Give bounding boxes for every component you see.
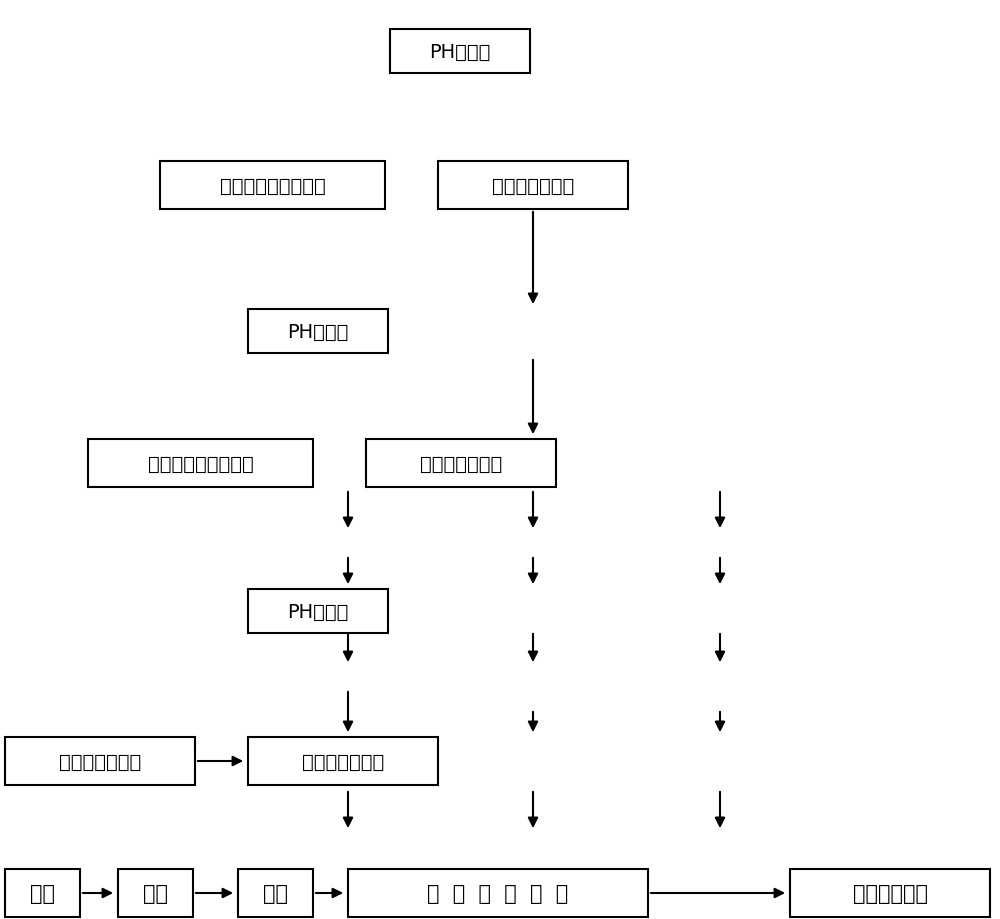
FancyBboxPatch shape — [438, 162, 628, 210]
FancyBboxPatch shape — [88, 439, 313, 487]
Text: 二级脱硃剂溶液配制: 二级脱硃剂溶液配制 — [220, 176, 325, 195]
FancyBboxPatch shape — [160, 162, 385, 210]
Text: PH値调节: PH値调节 — [287, 602, 349, 621]
Text: 脱  硫  脱  硃  装  置: 脱 硫 脱 硃 装 置 — [427, 883, 569, 903]
FancyBboxPatch shape — [390, 30, 530, 74]
FancyBboxPatch shape — [348, 869, 648, 917]
FancyBboxPatch shape — [366, 439, 556, 487]
FancyBboxPatch shape — [118, 869, 193, 917]
Text: 烟气: 烟气 — [30, 883, 55, 903]
Text: PH値调节: PH値调节 — [429, 42, 491, 62]
Text: 一级脱硃剂溶液配制: 一级脱硃剂溶液配制 — [148, 454, 253, 473]
FancyBboxPatch shape — [238, 869, 313, 917]
FancyBboxPatch shape — [5, 869, 80, 917]
Text: PH値调节: PH値调节 — [287, 323, 349, 341]
FancyBboxPatch shape — [790, 869, 990, 917]
Text: 降温: 降温 — [263, 883, 288, 903]
FancyBboxPatch shape — [248, 737, 438, 785]
Text: 达标烟气排放: 达标烟气排放 — [852, 883, 928, 903]
Text: 脱硃剂溶液循环: 脱硃剂溶液循环 — [420, 454, 502, 473]
Text: 脱硫剂溶液配制: 脱硫剂溶液配制 — [59, 752, 141, 771]
Text: 脱硃剂溶液循环: 脱硃剂溶液循环 — [492, 176, 574, 195]
Text: 脱硫剂溶液循环: 脱硫剂溶液循环 — [302, 752, 384, 771]
Text: 除尘: 除尘 — [143, 883, 168, 903]
FancyBboxPatch shape — [248, 589, 388, 633]
FancyBboxPatch shape — [248, 310, 388, 354]
FancyBboxPatch shape — [5, 737, 195, 785]
